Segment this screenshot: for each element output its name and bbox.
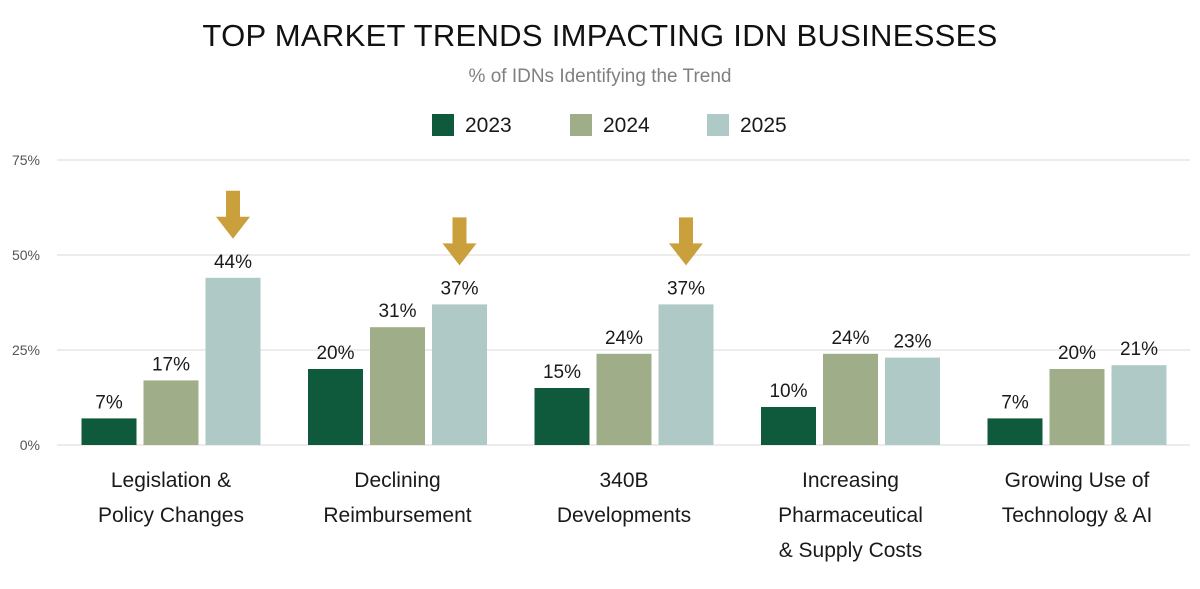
legend-label-2023: 2023: [465, 114, 512, 137]
category-label: Policy Changes: [98, 504, 244, 527]
data-label: 21%: [1120, 339, 1158, 360]
bar-2025-cat-4: [1111, 365, 1167, 445]
chart-title: TOP MARKET TRENDS IMPACTING IDN BUSINESS…: [202, 18, 998, 53]
legend: 2023 2024 2025: [432, 114, 787, 137]
data-label: 20%: [316, 343, 354, 364]
data-label: 24%: [831, 328, 869, 349]
legend-label-2025: 2025: [740, 114, 787, 137]
down-arrow-icon: [216, 190, 250, 239]
chart-subtitle: % of IDNs Identifying the Trend: [468, 66, 732, 87]
data-label: 23%: [893, 332, 931, 353]
bar-2025-cat-2: [658, 304, 714, 445]
data-label: 24%: [605, 328, 643, 349]
category-label: 340B: [599, 469, 648, 492]
category-label: Declining: [354, 469, 440, 492]
bar-2023-cat-0: [81, 418, 137, 445]
category-label: Growing Use of: [1005, 469, 1150, 492]
bar-2024-cat-2: [596, 353, 652, 445]
y-tick-label: 75%: [12, 152, 40, 168]
data-label: 7%: [1001, 392, 1029, 413]
highlight-arrows: [216, 190, 703, 266]
bar-2024-cat-1: [370, 327, 425, 445]
bar-2024-cat-3: [823, 353, 878, 445]
y-tick-label: 50%: [12, 247, 40, 263]
data-label: 10%: [769, 381, 807, 402]
down-arrow-icon: [442, 217, 477, 266]
bar-2024-cat-0: [143, 380, 199, 445]
bars: [81, 277, 1167, 445]
data-label: 17%: [152, 354, 190, 375]
legend-swatch-2024: [570, 114, 592, 136]
category-label: Technology & AI: [1002, 504, 1153, 527]
data-label: 31%: [378, 301, 416, 322]
category-label: Increasing: [802, 469, 899, 492]
category-label: & Supply Costs: [779, 539, 923, 562]
bar-2025-cat-1: [432, 304, 487, 445]
bar-2024-cat-4: [1049, 369, 1105, 445]
legend-label-2024: 2024: [603, 114, 650, 137]
legend-swatch-2025: [707, 114, 729, 136]
data-label: 44%: [214, 252, 252, 273]
data-labels: 7% 17% 44% 20% 31% 37% 15% 24% 37% 10% 24% 23% 7% 20%…: [95, 252, 1158, 414]
data-label: 7%: [95, 392, 123, 413]
data-label: 37%: [440, 278, 478, 299]
y-tick-label: 25%: [12, 342, 40, 358]
bar-2023-cat-1: [308, 369, 363, 445]
category-label: Reimbursement: [323, 504, 471, 527]
down-arrow-icon: [669, 217, 703, 266]
bar-2025-cat-0: [205, 277, 261, 445]
data-label: 20%: [1058, 343, 1096, 364]
bar-2023-cat-3: [761, 407, 816, 445]
category-label: Pharmaceutical: [778, 504, 923, 527]
category-label: Legislation &: [111, 469, 231, 492]
bar-2023-cat-4: [987, 418, 1043, 445]
bar-2023-cat-2: [534, 388, 590, 445]
data-label: 37%: [667, 278, 705, 299]
y-tick-label: 0%: [20, 437, 40, 453]
category-labels: Legislation & Policy Changes Declining Reim…: [98, 469, 1152, 562]
legend-swatch-2023: [432, 114, 454, 136]
category-label: Developments: [557, 504, 691, 527]
data-label: 15%: [543, 362, 581, 383]
bar-2025-cat-3: [885, 357, 940, 445]
